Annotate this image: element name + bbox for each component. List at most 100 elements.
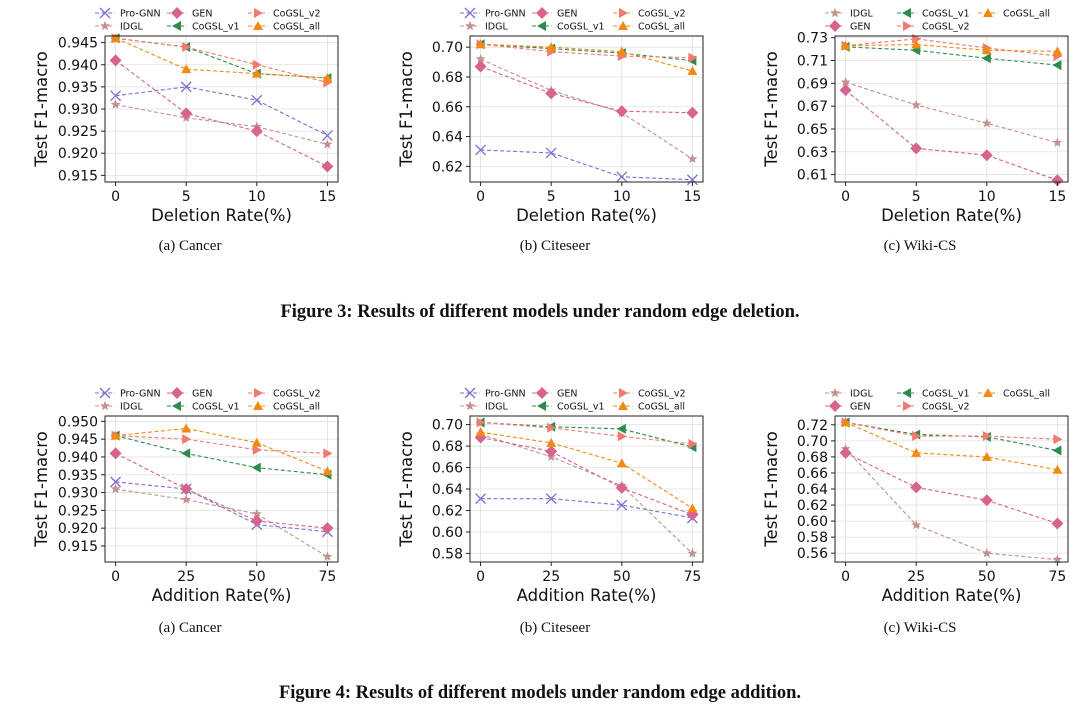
c3-series-cogsl-v1 <box>110 430 332 480</box>
c2-series-cogsl-v1-point-2 <box>981 53 991 64</box>
c0-series-cogsl-all <box>110 33 333 83</box>
c3-series-idgl-point-3 <box>322 551 333 561</box>
c3-legend-cogsl-all-marker <box>253 401 263 410</box>
c0-series-gen-point-2 <box>250 125 263 138</box>
c1-legend: Pro-GNN GEN CoGSL_v2 IDGL CoGSL_v1 CoGSL_all <box>460 7 686 33</box>
c3-series-cogsl-v1-point-1 <box>181 448 191 459</box>
c3-legend-gen: GEN <box>167 387 212 400</box>
c1-series-idgl-point-0 <box>475 53 486 64</box>
c0-xlabel: Deletion Rate(%) <box>151 206 292 225</box>
c2-series-cogsl-all <box>840 39 1063 56</box>
c1-ytick-label-2: 0.66 <box>432 100 463 116</box>
c5-legend-cogsl-v1-marker <box>902 388 911 398</box>
c5-legend-idgl-marker <box>830 387 840 398</box>
c3-series-gen-point-1 <box>180 483 193 495</box>
c3-series-gen-point-3 <box>321 522 334 535</box>
c1-series-gen-point-1 <box>545 87 558 100</box>
c4-series-pro-gnn-point-2 <box>616 499 628 511</box>
c2-series-cogsl-all-line <box>845 43 1058 52</box>
c2-series-gen-point-2 <box>980 149 993 162</box>
c3-ylabel: Test F1-macro <box>32 431 51 547</box>
c0-xtick-label-2: 10 <box>248 189 266 205</box>
c3-ytick-label-6: 0.945 <box>58 432 98 448</box>
c3-series-cogsl-v2-point-1 <box>182 434 192 445</box>
c4-series-gen-point-1 <box>545 445 558 458</box>
c5-series-cogsl-v1-point-3 <box>1052 445 1062 456</box>
c0-legend-idgl-marker <box>100 20 110 31</box>
c0-series-gen <box>109 54 334 173</box>
c1-xlabel: Deletion Rate(%) <box>516 206 657 225</box>
c0-series-pro-gnn <box>110 81 333 142</box>
c4-legend-pro-gnn-marker <box>464 387 476 399</box>
c1-series-pro-gnn-point-3 <box>686 174 698 186</box>
c4-ytick-label-2: 0.62 <box>432 503 463 519</box>
c1-series-idgl-point-3 <box>687 153 698 164</box>
c2-series-cogsl-v1-point-3 <box>1052 60 1062 71</box>
c3-ytick-label-7: 0.950 <box>58 414 98 430</box>
c0-ytick-label-0: 0.915 <box>58 168 98 184</box>
c4-legend-pro-gnn-label: Pro-GNN <box>485 389 526 400</box>
c1-series-pro-gnn-point-1 <box>545 147 557 159</box>
c1-legend-gen: GEN <box>532 7 577 20</box>
c1-legend-cogsl-v1-marker <box>537 21 546 31</box>
c0-legend-cogsl-v2-marker <box>254 8 263 18</box>
c1-legend-cogsl-v2: CoGSL_v2 <box>613 8 686 20</box>
c0-grid <box>105 36 338 182</box>
c3-axes-frame <box>104 415 339 563</box>
c2-legend: IDGL CoGSL_v1 CoGSL_all GEN CoGSL_v2 <box>825 7 1050 33</box>
c1-series-pro-gnn <box>475 144 698 186</box>
c2-ytick-label-6: 0.73 <box>797 31 828 47</box>
c4-series-idgl-point-3 <box>687 548 698 558</box>
c0-series-gen-point-1 <box>180 107 193 120</box>
c1-legend-gen-label: GEN <box>557 9 577 20</box>
c0-series-pro-gnn-line <box>115 86 328 137</box>
c5-series-gen-point-0 <box>839 446 852 459</box>
c1-axes-frame <box>469 35 704 183</box>
c1-legend-idgl: IDGL <box>460 20 508 33</box>
c5-ytick-label-4: 0.64 <box>797 482 828 498</box>
c3-series-cogsl-all-point-3 <box>322 466 333 476</box>
c5-ytick-label-5: 0.66 <box>797 466 828 482</box>
chart-add-citeseer-svg: 0.58 0.60 0.62 0.64 0.66 0.68 0.70 0 25 50 75 Addit… <box>397 387 704 605</box>
c2-legend-gen-label: GEN <box>850 22 870 33</box>
c5-series-cogsl-all-point-3 <box>1052 464 1063 474</box>
c0-xtick-label-3: 15 <box>318 189 336 205</box>
c0-series-idgl-line <box>115 104 328 145</box>
c2-xtick-label-2: 10 <box>978 189 996 205</box>
chart-del-wikics: 0.61 0.63 0.65 0.67 0.69 0.71 0.73 0 5 10 15 Deleti… <box>750 2 1080 232</box>
c4-series-cogsl-v1-point-2 <box>616 423 626 434</box>
c1-series-cogsl-all-point-1 <box>546 42 557 52</box>
c4-series-cogsl-v2-point-1 <box>547 422 557 433</box>
c3-xlabel: Addition Rate(%) <box>152 586 292 605</box>
c2-ytick-label-4: 0.69 <box>797 76 828 92</box>
c4-xtick-label-1: 25 <box>542 569 560 585</box>
c0-series-cogsl-v1-line <box>115 37 328 79</box>
c4-series-cogsl-all-line <box>480 431 693 509</box>
c2-series-cogsl-v2-line <box>845 38 1058 57</box>
c4-series-idgl <box>475 429 698 558</box>
c0-legend-cogsl-v2-label: CoGSL_v2 <box>273 9 321 20</box>
c5-series-gen-point-1 <box>910 481 923 494</box>
c1-series-cogsl-all <box>475 39 698 76</box>
c1-legend-cogsl-v1: CoGSL_v1 <box>532 21 605 33</box>
c4-ytick-label-5: 0.68 <box>432 439 463 455</box>
c4-series-pro-gnn-point-0 <box>475 493 487 505</box>
subcaption-del-citeseer: (b) Citeseer <box>519 238 591 254</box>
c3-series-idgl-line <box>115 488 328 558</box>
c3-series-gen-line <box>115 452 328 529</box>
c3-legend: Pro-GNN GEN CoGSL_v2 IDGL CoGSL_v1 CoGSL_all <box>95 387 321 413</box>
c0-series-idgl-point-3 <box>322 139 333 149</box>
subcaption-del-wikics: (c) Wiki-CS <box>883 238 957 254</box>
c2-series-gen-point-1 <box>910 142 923 155</box>
c0-series-idgl-point-0 <box>110 99 121 109</box>
chart-del-cancer: 0.915 0.920 0.925 0.930 0.935 0.940 0.945 0 5 10 1… <box>20 2 360 232</box>
c4-legend: Pro-GNN GEN CoGSL_v2 IDGL CoGSL_v1 CoGSL_all <box>460 387 686 413</box>
c0-legend-idgl: IDGL <box>95 20 143 33</box>
c0-series-cogsl-all-point-0 <box>110 33 121 43</box>
c5-series-idgl-line <box>845 448 1058 561</box>
subcaption-add-cancer: (a) Cancer <box>158 620 222 636</box>
c3-series-cogsl-v2-point-2 <box>252 444 262 455</box>
c1-series-gen-point-0 <box>474 60 487 73</box>
c5-series-cogsl-all-point-1 <box>911 447 922 457</box>
c1-xtick-label-1: 5 <box>547 189 556 205</box>
